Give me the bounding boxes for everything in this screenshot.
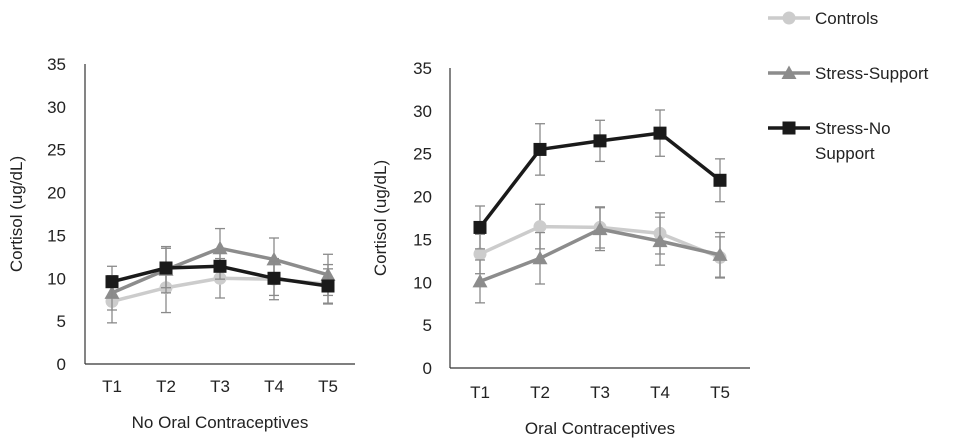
y-tick-label: 25 (413, 145, 432, 164)
data-point (532, 250, 548, 265)
series-stress-no-support (105, 247, 335, 304)
legend-item-stress-no-support: Stress-No Support (768, 119, 891, 163)
y-tick-label: 35 (47, 55, 66, 74)
legend-label: Controls (815, 9, 878, 28)
legend-label: Support (815, 144, 875, 163)
x-tick-label: T2 (530, 383, 550, 402)
data-point (592, 221, 608, 236)
data-point (653, 126, 667, 140)
data-point (159, 261, 173, 275)
chart-no-oral-contraceptives: 0 5 10 15 20 25 30 35 T1 T2 T3 T4 T5 No Oral Contrace… (7, 55, 355, 432)
series-stress-no-support (473, 109, 727, 250)
y-tick-label: 30 (47, 98, 66, 117)
x-tick-label: T5 (318, 377, 338, 396)
y-tick-label: 35 (413, 59, 432, 78)
y-tick-label: 0 (423, 359, 432, 378)
y-tick-label: 10 (47, 269, 66, 288)
legend-label: Stress-Support (815, 64, 929, 83)
y-tick-label: 15 (413, 230, 432, 249)
x-tick-label: T1 (102, 377, 122, 396)
data-point (321, 279, 335, 293)
y-tick-label: 25 (47, 141, 66, 160)
y-tick-label: 15 (47, 226, 66, 245)
x-tick-label: T4 (650, 383, 670, 402)
y-tick-label: 5 (423, 316, 432, 335)
x-tick-label: T3 (210, 377, 230, 396)
data-point (593, 134, 607, 148)
data-point (267, 271, 281, 285)
x-tick-label: T5 (710, 383, 730, 402)
data-point (473, 247, 487, 261)
y-tick-label: 10 (413, 273, 432, 292)
y-tick-label: 20 (47, 184, 66, 203)
data-point (712, 247, 728, 261)
data-point (212, 240, 228, 255)
y-axis-title: Cortisol (ug/dL) (371, 160, 390, 276)
y-tick-label: 0 (57, 355, 66, 374)
data-point (533, 142, 547, 156)
data-point (472, 273, 488, 288)
data-point (713, 173, 727, 187)
legend-marker (782, 121, 796, 135)
legend-item-controls: Controls (768, 9, 878, 28)
y-tick-label: 30 (413, 102, 432, 121)
data-point (105, 275, 119, 289)
legend-label: Stress-No (815, 119, 891, 138)
x-tick-label: T1 (470, 383, 490, 402)
data-point (266, 251, 282, 266)
x-axis-title: Oral Contraceptives (525, 419, 675, 438)
data-point (533, 220, 547, 234)
x-tick-label: T2 (156, 377, 176, 396)
legend: Controls Stress-Support Stress-No Support (768, 9, 929, 163)
data-point (652, 233, 668, 248)
y-axis-title: Cortisol (ug/dL) (7, 156, 26, 272)
legend-marker (781, 65, 797, 79)
data-point (213, 259, 227, 273)
x-tick-label: T3 (590, 383, 610, 402)
y-tick-label: 20 (413, 188, 432, 207)
data-point (473, 220, 487, 234)
x-axis-title: No Oral Contraceptives (132, 413, 309, 432)
legend-marker (782, 11, 796, 25)
legend-item-stress-support: Stress-Support (768, 64, 929, 83)
y-tick-label: 5 (57, 312, 66, 331)
series-stress-support (472, 207, 728, 304)
x-tick-label: T4 (264, 377, 284, 396)
chart-oral-contraceptives: 0 5 10 15 20 25 30 35 T1 T2 T3 T4 T5 Oral Contracepti… (371, 59, 750, 438)
